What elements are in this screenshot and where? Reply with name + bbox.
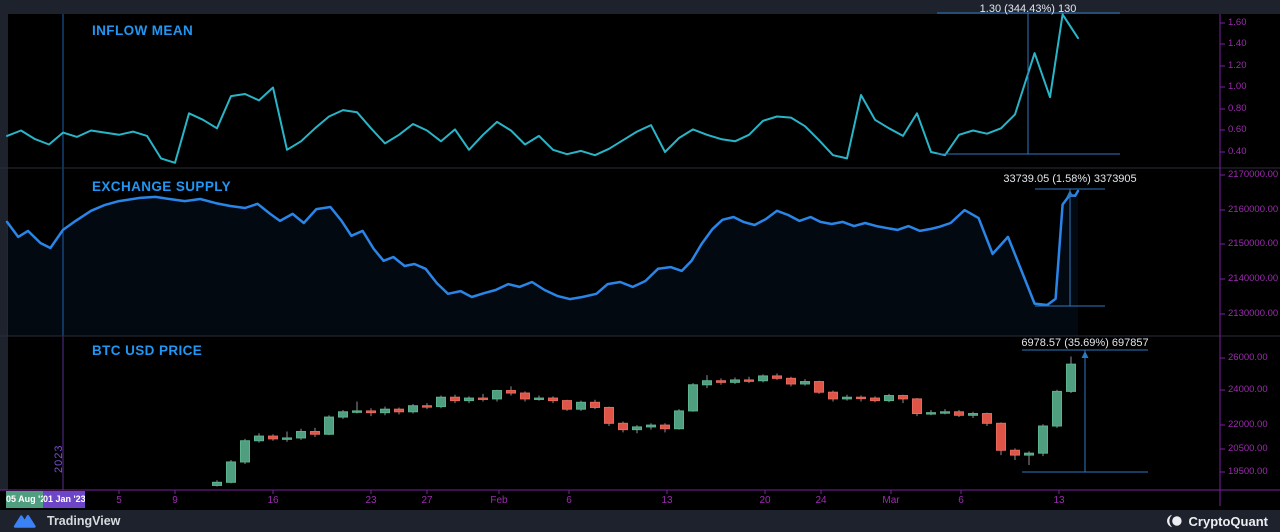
x-tick-label-11: 6 <box>958 495 964 506</box>
y-tick-label-exchange_supply-1: 2160000.00 <box>1228 204 1279 215</box>
tradingview-brand[interactable]: TradingView <box>0 513 120 529</box>
measure-label-inflow: 1.30 (344.43%) 130 <box>979 3 1077 15</box>
x-tick-label-10: Mar <box>882 495 900 506</box>
tradingview-logo-icon <box>13 515 36 528</box>
y-tick-label-inflow_mean-4: 0.80 <box>1228 103 1247 114</box>
x-tick-label-8: 20 <box>759 495 771 506</box>
y-tick-label-exchange_supply-2: 2150000.00 <box>1228 238 1279 249</box>
x-tick-label-9: 24 <box>815 495 827 506</box>
year-2023-label: 2023 <box>53 444 65 473</box>
cryptoquant-brand[interactable]: CryptoQuant <box>1165 514 1280 529</box>
x-tick-label-5: Feb <box>490 495 508 506</box>
x-tick-label-3: 23 <box>365 495 377 506</box>
y-tick-label-inflow_mean-5: 0.60 <box>1228 124 1247 135</box>
time-axis-badge-start: 05 Aug '2 <box>6 491 43 508</box>
y-tick-label-exchange_supply-3: 2140000.00 <box>1228 273 1279 284</box>
x-tick-label-0: 5 <box>116 495 122 506</box>
time-axis-badge-jan1: 01 Jan '23 <box>43 491 85 508</box>
y-tick-label-btc_usd_price-1: 24000.00 <box>1228 384 1268 395</box>
x-tick-label-2: 16 <box>267 495 279 506</box>
cryptoquant-brand-text: CryptoQuant <box>1188 513 1268 529</box>
x-tick-label-6: 6 <box>566 495 572 506</box>
x-tick-label-1: 9 <box>172 495 178 506</box>
x-tick-label-12: 13 <box>1053 495 1065 506</box>
y-tick-label-btc_usd_price-4: 19500.00 <box>1228 466 1268 477</box>
x-tick-label-7: 13 <box>661 495 673 506</box>
top-border-strip <box>0 0 1280 14</box>
y-tick-label-exchange_supply-4: 2130000.00 <box>1228 308 1279 319</box>
panel-title-exchange-supply: EXCHANGE SUPPLY <box>92 179 232 194</box>
measure-label-supply: 33739.05 (1.58%) 3373905 <box>1003 173 1137 185</box>
y-tick-label-inflow_mean-2: 1.20 <box>1228 60 1247 71</box>
panel-title-btc-usd-price: BTC USD PRICE <box>92 343 203 358</box>
y-tick-label-inflow_mean-0: 1.60 <box>1228 17 1247 28</box>
x-tick-label-4: 27 <box>421 495 433 506</box>
panel-title-inflow-mean: INFLOW MEAN <box>92 23 194 38</box>
left-border-strip <box>0 14 8 490</box>
footer-bar: TradingView CryptoQuant <box>0 510 1280 532</box>
y-tick-label-btc_usd_price-2: 22000.00 <box>1228 419 1268 430</box>
y-tick-label-inflow_mean-1: 1.40 <box>1228 38 1247 49</box>
y-tick-label-inflow_mean-3: 1.00 <box>1228 81 1247 92</box>
cryptoquant-logo-icon <box>1166 514 1182 528</box>
y-tick-label-inflow_mean-6: 0.40 <box>1228 146 1247 157</box>
tradingview-brand-text: TradingView <box>47 514 121 528</box>
measure-label-price: 6978.57 (35.69%) 697857 <box>1021 337 1149 349</box>
y-tick-label-btc_usd_price-0: 26000.00 <box>1228 352 1268 363</box>
y-tick-label-exchange_supply-0: 2170000.00 <box>1228 169 1279 180</box>
y-tick-label-btc_usd_price-3: 20500.00 <box>1228 443 1268 454</box>
